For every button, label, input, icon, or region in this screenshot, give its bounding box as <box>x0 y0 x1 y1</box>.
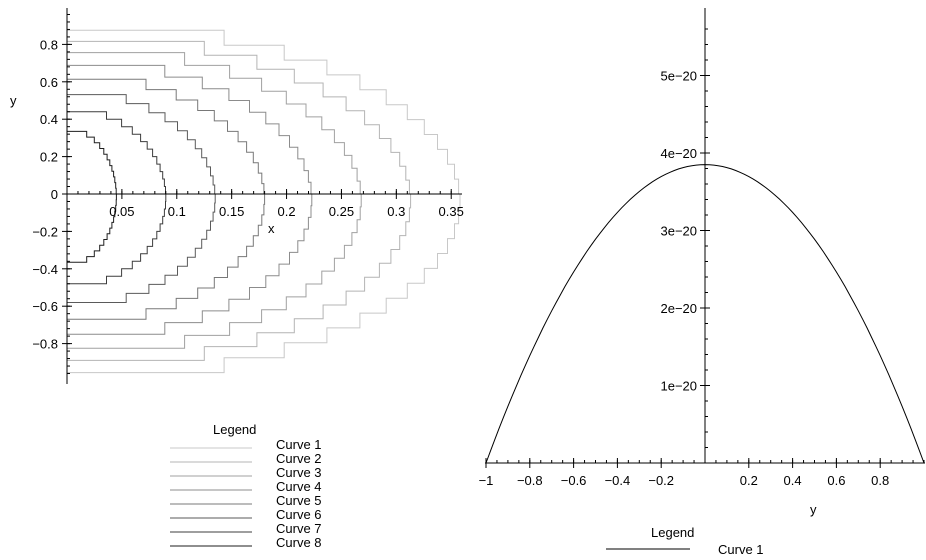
right-series-1-line <box>485 164 925 464</box>
left-chart: 0.8 0.6 0.4 0.2 0 −0.2 −0.4 −0.6 −0.8 0.05 0.1 0.15… <box>10 8 464 550</box>
left-x-tick-label: 0.05 <box>109 204 134 219</box>
legend-label-curve-7: Curve 7 <box>276 521 322 536</box>
right-y-tick-label: 3e−20 <box>660 224 697 239</box>
legend-label-curve-1: Curve 1 <box>276 437 322 452</box>
right-chart: 1e−20 2e−20 3e−20 4e−20 5e−20 −1 −0.8 −0.6 −0.4 −… <box>479 8 925 557</box>
right-x-tick-label: 0.2 <box>740 473 758 488</box>
left-y-tick-label: 0 <box>51 187 58 202</box>
right-x-tick-label: 0.4 <box>784 473 802 488</box>
right-x-tick-label: −0.4 <box>605 473 631 488</box>
right-x-tick-label: 0.8 <box>871 473 889 488</box>
right-x-tick-label: −0.6 <box>561 473 587 488</box>
right-x-tick-label: −0.2 <box>648 473 674 488</box>
right-y-tick-label: 4e−20 <box>660 146 697 161</box>
left-y-tick-label: −0.6 <box>32 299 58 314</box>
right-legend: Curve 1 <box>606 542 764 557</box>
right-y-tick-label: 5e−20 <box>660 69 697 84</box>
right-series-group <box>485 164 925 464</box>
left-x-tick-label: 0.15 <box>219 204 244 219</box>
right-y-tick-label: 1e−20 <box>660 379 697 394</box>
legend-label-curve-6: Curve 6 <box>276 507 322 522</box>
legend-label-curve-3: Curve 3 <box>276 465 322 480</box>
legend-label-curve-5: Curve 5 <box>276 493 322 508</box>
right-x-axis-label: y <box>810 502 817 517</box>
right-x-tick-label: −0.8 <box>517 473 543 488</box>
left-y-axis-label: y <box>10 93 17 108</box>
left-x-tick-label: 0.3 <box>387 204 405 219</box>
legend-label-curve-2: Curve 2 <box>276 451 322 466</box>
left-y-tick-label: −0.8 <box>32 337 58 352</box>
right-x-tick-label: −1 <box>479 473 494 488</box>
left-y-tick-label: −0.2 <box>32 224 58 239</box>
left-x-tick-label: 0.1 <box>168 204 186 219</box>
legend-label-curve-8: Curve 8 <box>276 535 322 550</box>
left-y-tick-label: 0.6 <box>40 75 58 90</box>
right-legend-title: Legend <box>651 525 694 540</box>
left-x-tick-label: 0.25 <box>329 204 354 219</box>
left-x-tick-label: 0.2 <box>278 204 296 219</box>
left-y-tick-label: 0.4 <box>40 112 58 127</box>
right-x-tick-label: 0.6 <box>827 473 845 488</box>
left-y-tick-label: −0.4 <box>32 262 58 277</box>
left-x-axis-label: x <box>268 221 275 236</box>
left-x-tick-label: 0.35 <box>439 204 464 219</box>
left-legend-title: Legend <box>213 422 256 437</box>
right-legend-label-curve-1: Curve 1 <box>718 542 764 557</box>
legend-label-curve-4: Curve 4 <box>276 479 322 494</box>
left-y-tick-label: 0.8 <box>40 37 58 52</box>
left-y-tick-label: 0.2 <box>40 150 58 165</box>
left-axes: 0.8 0.6 0.4 0.2 0 −0.2 −0.4 −0.6 −0.8 0.05 0.1 0.15… <box>32 8 464 384</box>
right-y-tick-label: 2e−20 <box>660 301 697 316</box>
right-axes: 1e−20 2e−20 3e−20 4e−20 5e−20 −1 −0.8 −0.6 −0.4 −… <box>479 8 925 488</box>
